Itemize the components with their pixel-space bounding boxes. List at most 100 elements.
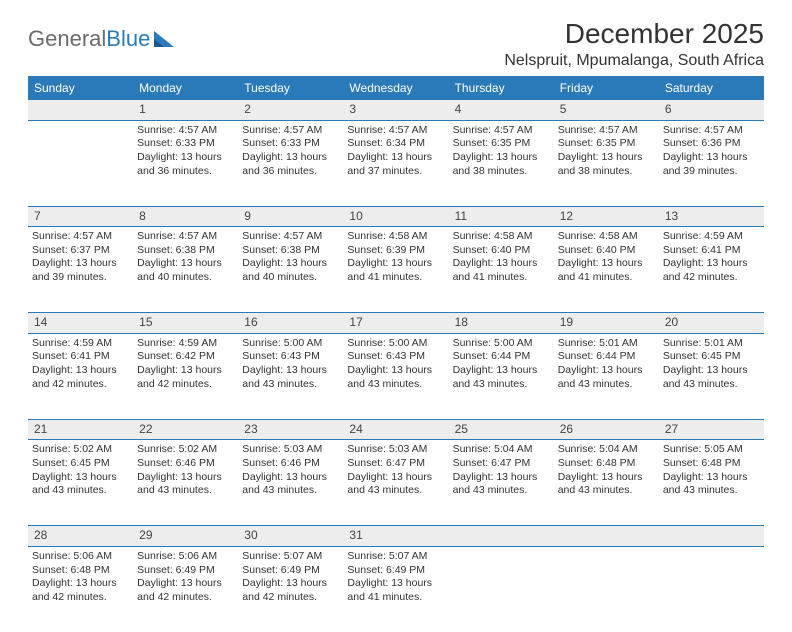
- sunset-text: Sunset: 6:40 PM: [558, 244, 655, 258]
- weekday-monday: Monday: [133, 76, 238, 100]
- sunset-text: Sunset: 6:48 PM: [32, 564, 129, 578]
- day1-text: Daylight: 13 hours: [663, 257, 760, 271]
- day2-text: and 43 minutes.: [558, 484, 655, 498]
- day-number: 28: [28, 526, 133, 547]
- weekday-wednesday: Wednesday: [343, 76, 448, 100]
- day-cell: Sunrise: 5:00 AMSunset: 6:43 PMDaylight:…: [238, 333, 343, 419]
- day2-text: and 40 minutes.: [137, 271, 234, 285]
- day-cell: [554, 546, 659, 632]
- sunrise-text: Sunrise: 5:00 AM: [242, 337, 339, 351]
- day2-text: and 41 minutes.: [453, 271, 550, 285]
- day2-text: and 43 minutes.: [663, 484, 760, 498]
- day-number: 1: [133, 100, 238, 120]
- calendar-body: 123456Sunrise: 4:57 AMSunset: 6:33 PMDay…: [28, 100, 764, 632]
- day-number: [28, 100, 133, 120]
- day1-text: Daylight: 13 hours: [453, 471, 550, 485]
- day-cell: Sunrise: 4:57 AMSunset: 6:37 PMDaylight:…: [28, 227, 133, 313]
- day-cell: Sunrise: 5:01 AMSunset: 6:44 PMDaylight:…: [554, 333, 659, 419]
- day-number: 11: [449, 206, 554, 227]
- day2-text: and 39 minutes.: [663, 165, 760, 179]
- day-cell: Sunrise: 4:58 AMSunset: 6:40 PMDaylight:…: [449, 227, 554, 313]
- day-cell: Sunrise: 5:04 AMSunset: 6:47 PMDaylight:…: [449, 440, 554, 526]
- day1-text: Daylight: 13 hours: [137, 577, 234, 591]
- day1-text: Daylight: 13 hours: [558, 151, 655, 165]
- day-number: 10: [343, 206, 448, 227]
- day-number: 6: [659, 100, 764, 120]
- day-number: 20: [659, 313, 764, 334]
- logo-text-gray: General: [28, 26, 106, 52]
- day2-text: and 43 minutes.: [558, 378, 655, 392]
- day2-text: and 41 minutes.: [347, 271, 444, 285]
- sunrise-text: Sunrise: 5:06 AM: [137, 550, 234, 564]
- day1-text: Daylight: 13 hours: [558, 257, 655, 271]
- day-number: 12: [554, 206, 659, 227]
- sunset-text: Sunset: 6:35 PM: [453, 137, 550, 151]
- day-cell: Sunrise: 4:58 AMSunset: 6:40 PMDaylight:…: [554, 227, 659, 313]
- sunrise-text: Sunrise: 4:59 AM: [137, 337, 234, 351]
- day1-text: Daylight: 13 hours: [32, 257, 129, 271]
- day-number: [659, 526, 764, 547]
- day1-text: Daylight: 13 hours: [137, 364, 234, 378]
- sunrise-text: Sunrise: 5:03 AM: [347, 443, 444, 457]
- title-block: December 2025 Nelspruit, Mpumalanga, Sou…: [504, 18, 764, 70]
- daynum-row: 78910111213: [28, 206, 764, 227]
- day2-text: and 40 minutes.: [242, 271, 339, 285]
- week-row: Sunrise: 5:02 AMSunset: 6:45 PMDaylight:…: [28, 440, 764, 526]
- day-number: 25: [449, 419, 554, 440]
- day2-text: and 42 minutes.: [32, 591, 129, 605]
- day-cell: Sunrise: 4:57 AMSunset: 6:33 PMDaylight:…: [133, 120, 238, 206]
- daynum-row: 123456: [28, 100, 764, 120]
- daynum-row: 21222324252627: [28, 419, 764, 440]
- day1-text: Daylight: 13 hours: [32, 471, 129, 485]
- day-cell: Sunrise: 5:03 AMSunset: 6:47 PMDaylight:…: [343, 440, 448, 526]
- day-number: [554, 526, 659, 547]
- day-number: 17: [343, 313, 448, 334]
- day1-text: Daylight: 13 hours: [32, 364, 129, 378]
- sunset-text: Sunset: 6:45 PM: [663, 350, 760, 364]
- day-number: 9: [238, 206, 343, 227]
- day1-text: Daylight: 13 hours: [242, 257, 339, 271]
- day2-text: and 42 minutes.: [137, 378, 234, 392]
- sunrise-text: Sunrise: 4:57 AM: [347, 124, 444, 138]
- day1-text: Daylight: 13 hours: [558, 364, 655, 378]
- day-cell: Sunrise: 5:01 AMSunset: 6:45 PMDaylight:…: [659, 333, 764, 419]
- day-number: 23: [238, 419, 343, 440]
- day1-text: Daylight: 13 hours: [347, 364, 444, 378]
- week-row: Sunrise: 4:57 AMSunset: 6:33 PMDaylight:…: [28, 120, 764, 206]
- day1-text: Daylight: 13 hours: [558, 471, 655, 485]
- sunset-text: Sunset: 6:39 PM: [347, 244, 444, 258]
- day-number: 13: [659, 206, 764, 227]
- daynum-row: 14151617181920: [28, 313, 764, 334]
- day1-text: Daylight: 13 hours: [347, 257, 444, 271]
- day-cell: Sunrise: 5:04 AMSunset: 6:48 PMDaylight:…: [554, 440, 659, 526]
- sunrise-text: Sunrise: 4:57 AM: [558, 124, 655, 138]
- day2-text: and 41 minutes.: [558, 271, 655, 285]
- sunset-text: Sunset: 6:41 PM: [32, 350, 129, 364]
- day-number: 8: [133, 206, 238, 227]
- day1-text: Daylight: 13 hours: [137, 257, 234, 271]
- sunrise-text: Sunrise: 5:04 AM: [558, 443, 655, 457]
- day2-text: and 36 minutes.: [242, 165, 339, 179]
- day2-text: and 42 minutes.: [242, 591, 339, 605]
- week-row: Sunrise: 4:59 AMSunset: 6:41 PMDaylight:…: [28, 333, 764, 419]
- day2-text: and 43 minutes.: [32, 484, 129, 498]
- day2-text: and 43 minutes.: [453, 484, 550, 498]
- sunrise-text: Sunrise: 5:07 AM: [347, 550, 444, 564]
- weekday-thursday: Thursday: [449, 76, 554, 100]
- week-row: Sunrise: 4:57 AMSunset: 6:37 PMDaylight:…: [28, 227, 764, 313]
- day2-text: and 43 minutes.: [347, 378, 444, 392]
- sunrise-text: Sunrise: 5:07 AM: [242, 550, 339, 564]
- sunset-text: Sunset: 6:49 PM: [242, 564, 339, 578]
- sunrise-text: Sunrise: 5:01 AM: [663, 337, 760, 351]
- weekday-saturday: Saturday: [659, 76, 764, 100]
- sunset-text: Sunset: 6:49 PM: [137, 564, 234, 578]
- logo: GeneralBlue: [28, 26, 178, 52]
- sunrise-text: Sunrise: 5:02 AM: [137, 443, 234, 457]
- day-cell: [659, 546, 764, 632]
- day1-text: Daylight: 13 hours: [347, 577, 444, 591]
- day2-text: and 39 minutes.: [32, 271, 129, 285]
- sunset-text: Sunset: 6:43 PM: [242, 350, 339, 364]
- sunset-text: Sunset: 6:41 PM: [663, 244, 760, 258]
- sunrise-text: Sunrise: 4:58 AM: [558, 230, 655, 244]
- day2-text: and 43 minutes.: [453, 378, 550, 392]
